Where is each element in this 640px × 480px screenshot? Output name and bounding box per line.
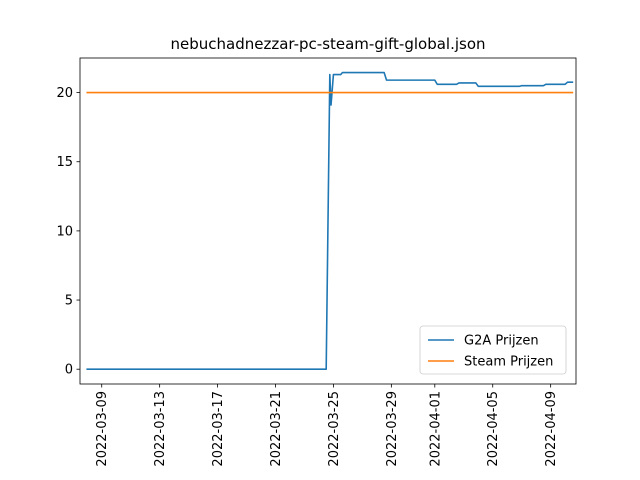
x-tick-label: 2022-03-09 bbox=[95, 391, 110, 467]
x-tick-label: 2022-03-25 bbox=[327, 391, 342, 467]
legend-box bbox=[419, 325, 567, 375]
x-tick-label: 2022-03-29 bbox=[385, 391, 400, 467]
chart-title: nebuchadnezzar-pc-steam-gift-global.json bbox=[170, 35, 485, 53]
y-tick-label: 15 bbox=[56, 155, 73, 170]
legend-label-steam-prijzen: Steam Prijzen bbox=[464, 355, 553, 370]
x-tick-label: 2022-04-09 bbox=[544, 391, 559, 467]
y-axis: 0 5 10 15 20 bbox=[56, 86, 80, 378]
legend-label-g2a-prijzen: G2A Prijzen bbox=[464, 334, 539, 349]
y-tick-label: 0 bbox=[65, 363, 73, 378]
x-axis: 2022-03-09 2022-03-13 2022-03-17 2022-03-21… bbox=[95, 384, 559, 467]
x-tick-label: 2022-04-05 bbox=[486, 391, 501, 467]
y-tick-label: 20 bbox=[56, 86, 73, 101]
series-layer bbox=[86, 71, 574, 371]
x-tick-label: 2022-03-21 bbox=[269, 391, 284, 467]
x-tick-label: 2022-03-13 bbox=[153, 391, 168, 467]
x-tick-label: 2022-03-17 bbox=[211, 391, 226, 467]
legend: G2A Prijzen Steam Prijzen bbox=[419, 325, 567, 375]
y-tick-label: 10 bbox=[56, 224, 73, 239]
x-tick-label: 2022-04-01 bbox=[428, 391, 443, 467]
series-line-g2a-prijzen bbox=[86, 71, 574, 371]
y-tick-label: 5 bbox=[65, 294, 73, 309]
